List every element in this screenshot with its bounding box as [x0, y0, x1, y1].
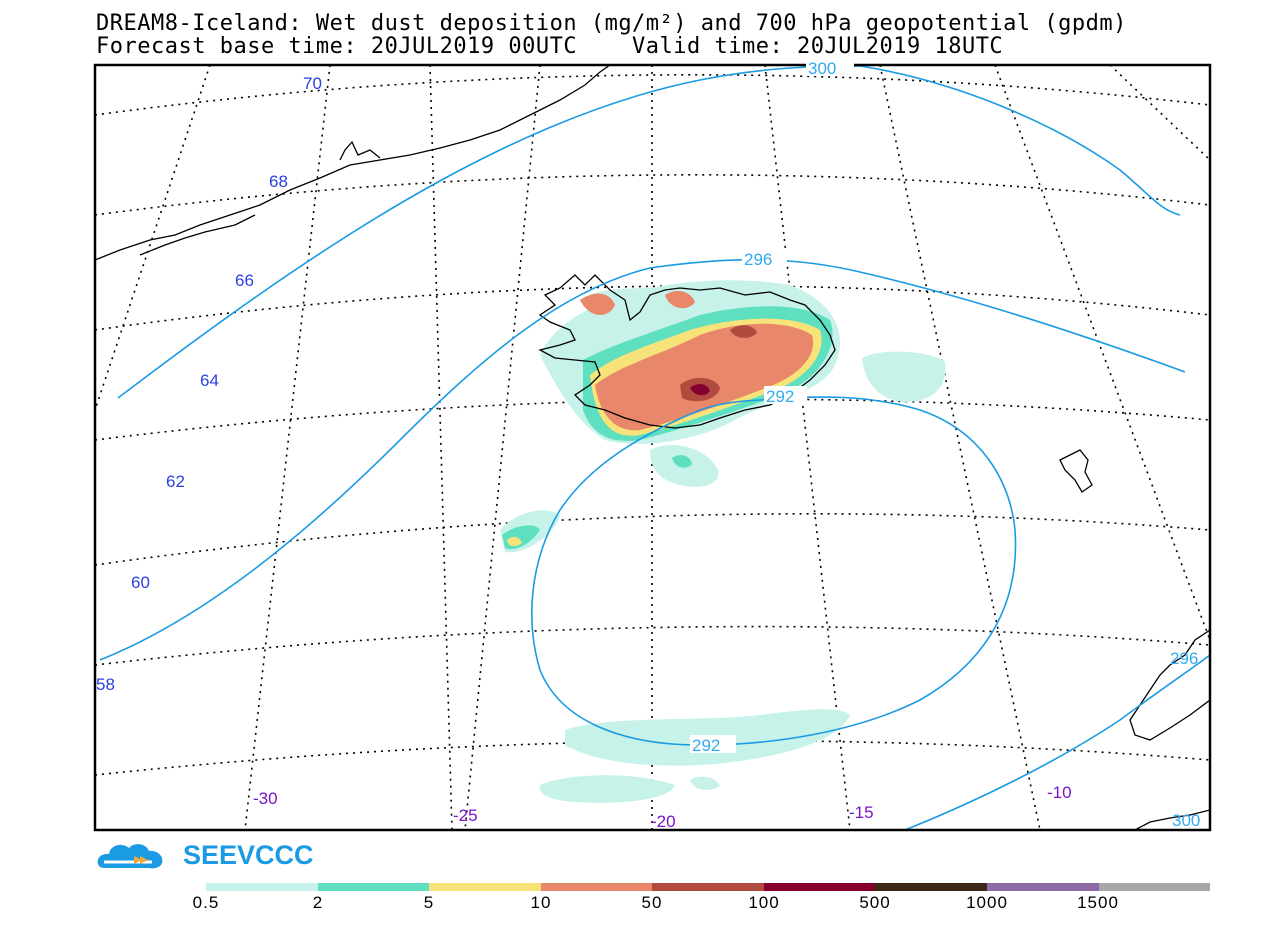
norway-coastline: [1129, 629, 1210, 741]
colorbar-tick-50: 50: [641, 893, 663, 912]
coastlines: [95, 65, 1210, 830]
latitude-labels: 70 68 66 64 62 60 58: [96, 74, 322, 694]
seevccc-logo-text: SEEVCCC: [183, 840, 314, 870]
colorbar-swatch-4: [540, 883, 653, 891]
cloud-logo-icon: [97, 844, 163, 869]
colorbar-swatch-8: [986, 883, 1099, 891]
greenland-coastline: [95, 65, 611, 261]
colorbar: [206, 883, 1211, 891]
faroe-coastline: [1059, 449, 1093, 493]
contour-label-300-southeast: 300: [1172, 811, 1200, 830]
contour-label-300-top: 300: [808, 59, 836, 78]
lat-label-68: 68: [269, 172, 288, 191]
colorbar-swatch-1: [206, 883, 318, 891]
lon-label-minus30: -30: [253, 789, 278, 808]
longitude-gridlines: [95, 65, 1210, 830]
lat-label-64: 64: [200, 371, 219, 390]
contour-296-southeast: [904, 654, 1210, 830]
contour-label-296: 296: [744, 250, 772, 269]
contour-296: [99, 258, 1186, 661]
contour-300-north: [117, 65, 1181, 399]
latitude-gridlines: [95, 74, 1210, 776]
contour-labels: 300 296 292 292 296 300: [690, 58, 1200, 830]
colorbar-swatch-2: [317, 883, 430, 891]
map-subtitle-times: Forecast base time: 20JUL2019 00UTC Vali…: [96, 34, 1004, 59]
colorbar-swatch-9: [1098, 883, 1211, 891]
seevccc-logo: [97, 844, 163, 869]
lat-label-62: 62: [166, 472, 185, 491]
colorbar-swatch-6: [763, 883, 876, 891]
contour-label-292-south: 292: [692, 736, 720, 755]
colorbar-swatch-7: [875, 883, 987, 891]
colorbar-tick-10: 10: [530, 893, 552, 912]
geopotential-contours: [99, 65, 1210, 830]
colorbar-tick-1500: 1500: [1077, 893, 1119, 912]
colorbar-tick-500: 500: [859, 893, 891, 912]
colorbar-tick-1000: 1000: [966, 893, 1008, 912]
colorbar-tick-5: 5: [423, 893, 435, 912]
map-title: DREAM8-Iceland: Wet dust deposition (mg/…: [96, 11, 1127, 36]
iceland-coastline: [538, 274, 836, 429]
lat-label-70: 70: [303, 74, 322, 93]
contour-label-296-east: 296: [1170, 649, 1198, 668]
lon-label-minus25: -25: [453, 806, 478, 825]
lon-label-minus10: -10: [1047, 783, 1072, 802]
lon-label-minus20: -20: [651, 812, 676, 831]
lat-label-58: 58: [96, 675, 115, 694]
longitude-labels: -30 -25 -20 -15 -10: [253, 783, 1072, 831]
map-frame: [93, 63, 1212, 832]
colorbar-tick-100: 100: [748, 893, 780, 912]
lat-label-66: 66: [235, 271, 254, 290]
colorbar-tick-2: 2: [312, 893, 324, 912]
lat-label-60: 60: [131, 573, 150, 592]
colorbar-tick-0.5: 0.5: [192, 893, 220, 912]
lon-label-minus15: -15: [849, 803, 874, 822]
contour-label-292-north: 292: [766, 387, 794, 406]
colorbar-swatch-5: [652, 883, 764, 891]
contour-292-closed: [531, 396, 1017, 746]
colorbar-swatch-3: [429, 883, 541, 891]
